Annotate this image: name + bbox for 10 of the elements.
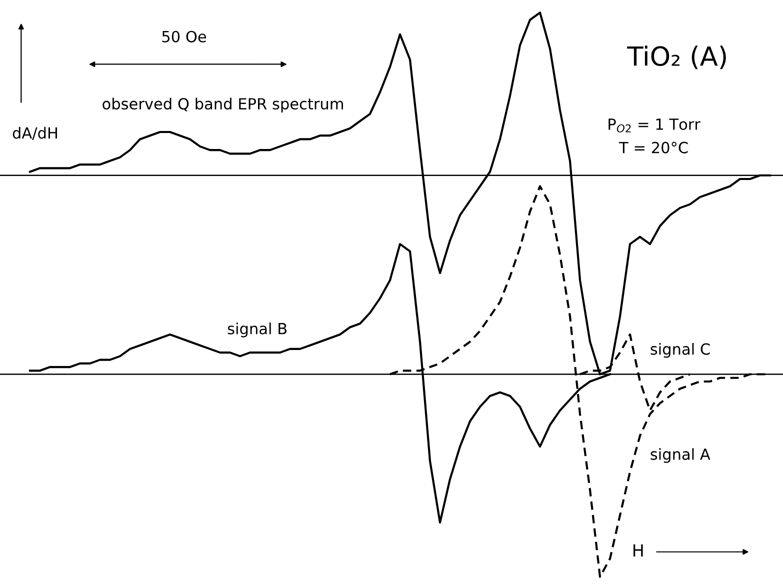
x-axis-title: H (634, 544, 643, 556)
y-axis-title: dA/dH (12, 126, 57, 140)
annotation: P$_{O2}$ = 1 Torr (608, 118, 700, 132)
series-label: observed Q band EPR spectrum (102, 98, 343, 113)
text: TiO₂ (A) (627, 46, 726, 70)
series-label: signal B (228, 322, 287, 338)
annotation: T = 20°C (618, 142, 688, 154)
annotation: 50 Oe (162, 30, 206, 42)
series-label: signal C (650, 343, 710, 358)
series-label: signal A (650, 448, 710, 463)
